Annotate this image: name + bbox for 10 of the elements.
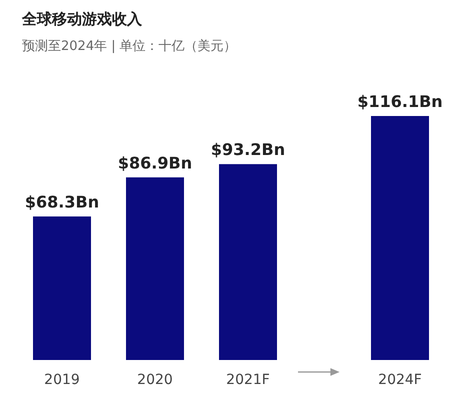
x-tick-label: 2024F [378,372,422,388]
x-tick-label: 2021F [226,372,270,388]
data-label: $86.9Bn [118,153,192,172]
chart-title: 全球移动游戏收入 [21,10,143,28]
data-label: $93.2Bn [210,140,286,160]
x-tick-label: 2019 [44,372,80,388]
data-label: $68.3Bn [24,192,100,212]
data-label: $116.1Bn [357,92,443,111]
chart-subtitle: 预测至2024年 | 单位：十亿（美元） [22,38,237,54]
x-tick-label: 2020 [137,372,173,388]
